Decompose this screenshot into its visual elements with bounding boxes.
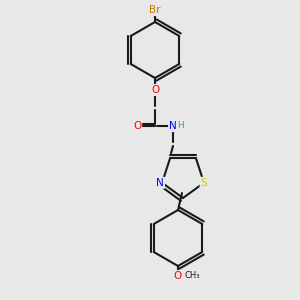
Text: CH₃: CH₃	[184, 272, 200, 280]
Text: N: N	[169, 121, 177, 131]
Text: O: O	[151, 85, 159, 95]
Text: H: H	[178, 122, 184, 130]
Text: Br: Br	[149, 5, 161, 15]
Text: S: S	[201, 178, 207, 188]
Text: N: N	[156, 178, 164, 188]
Text: O: O	[133, 121, 141, 131]
Text: O: O	[174, 271, 182, 281]
